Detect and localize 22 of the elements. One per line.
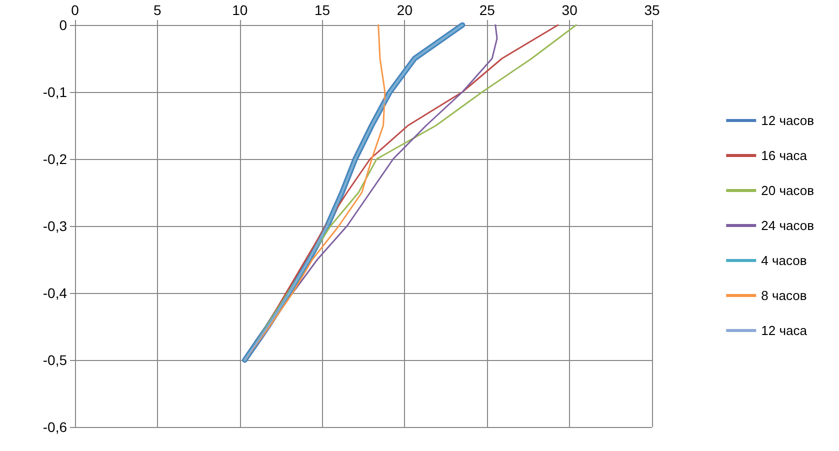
legend-label: 8 часов: [761, 288, 807, 303]
legend-label: 4 часов: [761, 253, 807, 268]
y-tick-label: -0,3: [42, 218, 68, 234]
y-tick-label: -0,1: [42, 84, 68, 100]
x-tick-label: 5: [154, 2, 162, 18]
y-tick-label: -0,6: [42, 419, 68, 435]
y-tick-label: -0,5: [42, 352, 68, 368]
x-tick-label: 35: [644, 2, 660, 18]
y-tick-label: -0,4: [42, 285, 68, 301]
x-tick-label: 20: [396, 2, 413, 18]
x-tick-label: 25: [479, 2, 496, 18]
x-tick-label: 10: [232, 2, 248, 18]
legend-label: 24 часов: [761, 218, 814, 233]
legend-label: 16 часа: [761, 148, 808, 163]
y-tick-label: 0: [59, 17, 68, 33]
x-tick-label: 15: [314, 2, 330, 18]
legend-label: 12 часов: [761, 113, 814, 128]
legend-label: 12 часа: [761, 323, 808, 338]
x-tick-label: 0: [71, 2, 80, 18]
x-tick-label: 30: [562, 2, 578, 18]
y-tick-label: -0,2: [42, 151, 68, 167]
legend-label: 20 часов: [761, 183, 814, 198]
